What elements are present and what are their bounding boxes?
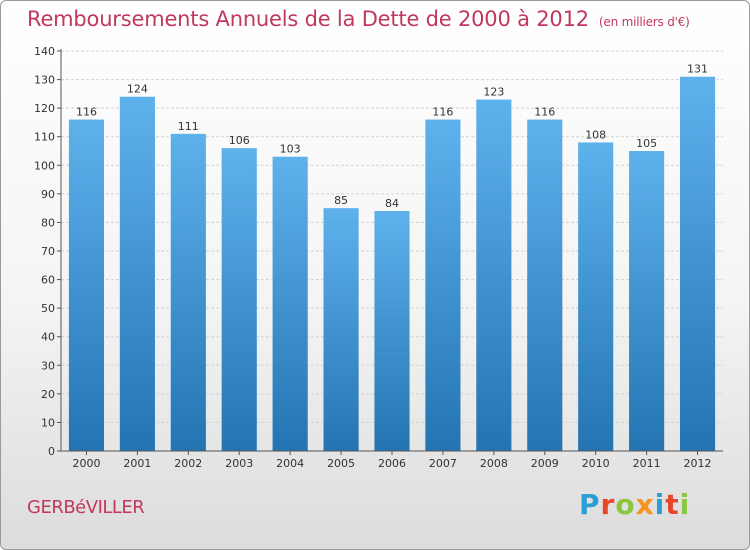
y-tick-label: 20 [41,388,55,401]
bar [170,133,206,451]
bar [476,99,512,452]
bar-value-label: 103 [280,143,301,156]
x-tick-label: 2012 [684,457,712,470]
y-tick-label: 30 [41,359,55,372]
y-tick-label: 140 [34,45,55,58]
y-tick-label: 40 [41,331,55,344]
logo-letter: x [635,488,655,521]
y-tick-label: 120 [34,102,55,115]
bar [119,96,155,451]
y-tick-label: 70 [41,245,55,258]
x-tick-label: 2011 [633,457,661,470]
bar [221,148,257,451]
x-tick-label: 2006 [378,457,406,470]
bar [374,211,410,451]
bar-value-label: 84 [385,197,399,210]
y-tick-label: 90 [41,188,55,201]
x-tick-label: 2007 [429,457,457,470]
y-tick-label: 80 [41,216,55,229]
bar [272,156,308,451]
y-tick-label: 110 [34,131,55,144]
bar-value-label: 124 [127,83,148,96]
x-tick-label: 2010 [582,457,610,470]
bar-value-label: 116 [432,106,453,119]
chart-title-text: Remboursements Annuels de la Dette de 20… [27,7,589,31]
logo-letter: P [579,488,601,521]
axes: 0 10 20 30 40 50 60 70 80 90 100 110 120 130 140 2000 20… [34,45,723,470]
bar [629,151,665,451]
bar-value-label: 111 [178,120,199,133]
x-tick-label: 2003 [225,457,253,470]
x-tick-label: 2002 [174,457,202,470]
bar [323,208,359,451]
bar [425,119,461,452]
bar-value-label: 85 [334,194,348,207]
bars: 116 124 111 106 103 85 84 116 123 116 108 105 131 [68,63,716,452]
y-tick-label: 10 [41,416,55,429]
bar [578,142,614,451]
logo-letter: i [679,488,691,521]
bar-value-label: 116 [534,106,555,119]
y-tick-label: 130 [34,74,55,87]
logo-letter: i [654,488,666,521]
logo-letter: t [665,488,680,521]
proxiti-logo: Proxiti [579,488,690,521]
bar-value-label: 108 [585,128,606,141]
logo-letter: r [600,488,616,521]
bar-value-label: 131 [687,63,708,76]
y-tick-label: 0 [48,445,55,458]
y-tick-label: 50 [41,302,55,315]
x-tick-label: 2005 [327,457,355,470]
bar-value-label: 106 [229,134,250,147]
bar [527,119,563,452]
y-tick-label: 100 [34,159,55,172]
bar [679,76,716,451]
x-tick-label: 2009 [531,457,559,470]
chart-title: Remboursements Annuels de la Dette de 20… [27,7,690,31]
chart-unit: (en milliers d'€) [598,15,690,29]
y-tick-label: 60 [41,274,55,287]
bar [68,119,105,452]
bar-value-label: 123 [483,86,504,99]
place-name: GERBéVILLER [27,497,145,518]
bar-value-label: 105 [636,137,657,150]
bar-value-label: 116 [76,106,97,119]
x-tick-label: 2008 [480,457,508,470]
x-tick-label: 2004 [276,457,304,470]
logo-letter: o [615,488,636,521]
x-tick-label: 2000 [72,457,100,470]
x-tick-label: 2001 [123,457,151,470]
